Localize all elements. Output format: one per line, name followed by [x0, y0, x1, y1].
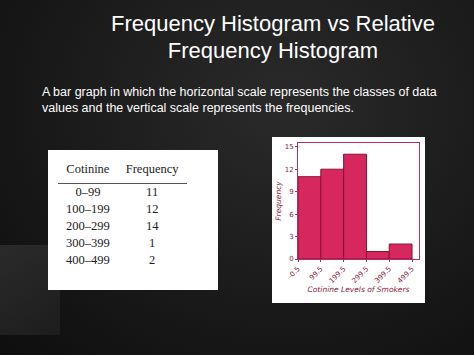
- svg-text:199.5: 199.5: [328, 265, 348, 285]
- html-text:0–99: 0–99: [75, 185, 101, 199]
- svg-text:299.5: 299.5: [350, 265, 370, 285]
- svg-text:Frequency: Frequency: [274, 181, 283, 221]
- html-text:11: 11: [146, 185, 159, 199]
- html-text:A bar graph in which the horiz: A bar graph in which the horizontal scal…: [42, 85, 437, 115]
- html-text:2: 2: [149, 253, 156, 267]
- svg-text:Cotinine Levels of Smokers: Cotinine Levels of Smokers: [308, 285, 410, 294]
- svg-text:9: 9: [289, 188, 293, 196]
- svg-text:499.5: 499.5: [396, 265, 416, 285]
- html-text:400–499: 400–499: [66, 253, 110, 267]
- svg-text:6: 6: [289, 211, 294, 219]
- html-text:Cotinine: Cotinine: [66, 162, 110, 176]
- svg-text:0: 0: [289, 255, 293, 263]
- html-text:300–399: 300–399: [66, 236, 110, 250]
- html-text:14: 14: [145, 219, 159, 233]
- html-text:12: 12: [145, 202, 159, 216]
- html-text:Frequency Histogram vs Relativ: Frequency Histogram vs Relative Frequenc…: [111, 11, 435, 63]
- html-text:Frequency: Frequency: [125, 162, 179, 176]
- html-text:1: 1: [149, 236, 156, 250]
- svg-text:-0.5: -0.5: [287, 265, 302, 280]
- svg-text:15: 15: [285, 143, 294, 151]
- svg-text:3: 3: [289, 233, 293, 241]
- html-text:100–199: 100–199: [66, 202, 110, 216]
- svg-text:12: 12: [285, 166, 294, 174]
- svg-text:399.5: 399.5: [373, 265, 393, 285]
- html-text:200–299: 200–299: [66, 219, 110, 233]
- svg-text:99.5: 99.5: [308, 265, 325, 282]
